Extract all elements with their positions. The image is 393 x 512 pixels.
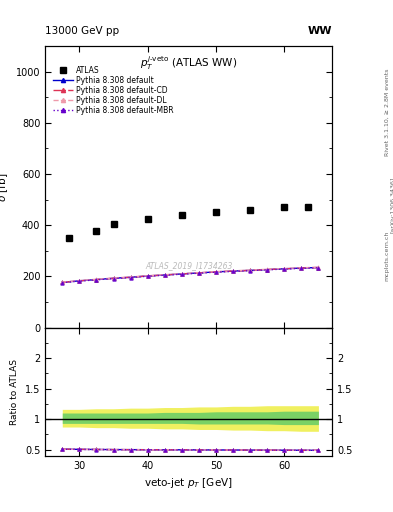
Pythia 8.308 default-MBR — [94, 276, 99, 283]
Pythia 8.308 default-MBR — [248, 267, 252, 273]
Pythia 8.308 default-MBR — [128, 274, 133, 281]
Pythia 8.308 default-MBR — [196, 270, 201, 276]
Pythia 8.308 default-CD — [248, 267, 252, 273]
Text: mcplots.cern.ch: mcplots.cern.ch — [385, 231, 389, 281]
Pythia 8.308 default-MBR — [111, 275, 116, 282]
ATLAS — [145, 216, 150, 222]
ATLAS — [67, 234, 72, 241]
Pythia 8.308 default-MBR — [162, 272, 167, 279]
Pythia 8.308 default — [77, 278, 82, 284]
Text: ATLAS_2019_I1734263: ATLAS_2019_I1734263 — [145, 261, 232, 270]
Pythia 8.308 default-MBR — [77, 278, 82, 284]
Pythia 8.308 default — [60, 280, 64, 286]
Pythia 8.308 default-MBR — [265, 267, 270, 273]
Pythia 8.308 default-DL — [231, 268, 235, 274]
Pythia 8.308 default-CD — [265, 266, 270, 272]
Pythia 8.308 default — [214, 269, 219, 275]
Pythia 8.308 default — [299, 265, 304, 271]
Pythia 8.308 default-MBR — [214, 269, 219, 275]
Y-axis label: $\sigma$ [fb]: $\sigma$ [fb] — [0, 172, 10, 202]
Pythia 8.308 default — [128, 274, 133, 281]
Pythia 8.308 default — [248, 267, 252, 273]
Pythia 8.308 default-MBR — [145, 273, 150, 280]
Line: Pythia 8.308 default-CD: Pythia 8.308 default-CD — [61, 266, 320, 284]
Pythia 8.308 default-CD — [162, 272, 167, 278]
Pythia 8.308 default-CD — [60, 280, 64, 286]
Text: 13000 GeV pp: 13000 GeV pp — [45, 26, 119, 36]
Pythia 8.308 default-MBR — [60, 280, 64, 286]
Pythia 8.308 default-DL — [128, 274, 133, 280]
Pythia 8.308 default-DL — [316, 264, 321, 270]
ATLAS — [180, 212, 184, 218]
Pythia 8.308 default-DL — [282, 265, 286, 271]
ATLAS — [248, 207, 252, 213]
Pythia 8.308 default-CD — [282, 266, 286, 272]
Pythia 8.308 default-MBR — [316, 265, 321, 271]
Text: Rivet 3.1.10, ≥ 2.8M events: Rivet 3.1.10, ≥ 2.8M events — [385, 69, 389, 156]
Pythia 8.308 default — [231, 268, 235, 274]
Line: Pythia 8.308 default-DL: Pythia 8.308 default-DL — [61, 266, 320, 284]
Pythia 8.308 default — [265, 266, 270, 272]
Pythia 8.308 default-CD — [94, 276, 99, 283]
Pythia 8.308 default-CD — [231, 268, 235, 274]
Pythia 8.308 default-MBR — [282, 266, 286, 272]
Pythia 8.308 default — [111, 275, 116, 282]
Pythia 8.308 default — [94, 276, 99, 283]
Text: [arXiv:1306.3436]: [arXiv:1306.3436] — [389, 177, 393, 233]
Pythia 8.308 default-CD — [180, 271, 184, 277]
Pythia 8.308 default-MBR — [299, 265, 304, 271]
Pythia 8.308 default-CD — [128, 274, 133, 281]
Pythia 8.308 default-MBR — [231, 268, 235, 274]
X-axis label: veto-jet $p_T$ [GeV]: veto-jet $p_T$ [GeV] — [144, 476, 233, 490]
Pythia 8.308 default-DL — [180, 270, 184, 276]
Pythia 8.308 default-DL — [299, 265, 304, 271]
Pythia 8.308 default-CD — [214, 269, 219, 275]
Text: $p_T^{j\text{-veto}}$ (ATLAS WW): $p_T^{j\text{-veto}}$ (ATLAS WW) — [140, 55, 237, 72]
Pythia 8.308 default-DL — [196, 269, 201, 275]
Pythia 8.308 default-DL — [162, 271, 167, 278]
Pythia 8.308 default-CD — [77, 278, 82, 284]
Pythia 8.308 default — [282, 266, 286, 272]
Pythia 8.308 default-DL — [94, 276, 99, 283]
Legend: ATLAS, Pythia 8.308 default, Pythia 8.308 default-CD, Pythia 8.308 default-DL, P: ATLAS, Pythia 8.308 default, Pythia 8.30… — [52, 64, 175, 117]
Pythia 8.308 default — [145, 273, 150, 279]
Pythia 8.308 default-CD — [316, 264, 321, 270]
Pythia 8.308 default — [316, 264, 321, 270]
Pythia 8.308 default-MBR — [180, 271, 184, 278]
Pythia 8.308 default-DL — [77, 278, 82, 284]
Pythia 8.308 default — [162, 272, 167, 278]
Pythia 8.308 default-DL — [145, 272, 150, 279]
ATLAS — [214, 209, 219, 215]
Pythia 8.308 default-CD — [299, 265, 304, 271]
Pythia 8.308 default-DL — [248, 267, 252, 273]
Text: WW: WW — [308, 26, 332, 36]
Pythia 8.308 default-CD — [196, 270, 201, 276]
Pythia 8.308 default-CD — [145, 273, 150, 279]
Pythia 8.308 default-DL — [111, 275, 116, 281]
ATLAS — [94, 228, 99, 234]
Pythia 8.308 default-CD — [111, 275, 116, 282]
ATLAS — [282, 204, 286, 210]
ATLAS — [306, 204, 310, 210]
Pythia 8.308 default-DL — [214, 268, 219, 274]
Line: Pythia 8.308 default: Pythia 8.308 default — [61, 266, 320, 284]
Line: ATLAS: ATLAS — [66, 204, 311, 241]
Line: Pythia 8.308 default-MBR: Pythia 8.308 default-MBR — [61, 266, 320, 284]
Pythia 8.308 default-DL — [265, 266, 270, 272]
Pythia 8.308 default-DL — [60, 279, 64, 285]
Pythia 8.308 default — [180, 271, 184, 277]
Pythia 8.308 default — [196, 270, 201, 276]
ATLAS — [111, 221, 116, 227]
Y-axis label: Ratio to ATLAS: Ratio to ATLAS — [10, 359, 19, 424]
